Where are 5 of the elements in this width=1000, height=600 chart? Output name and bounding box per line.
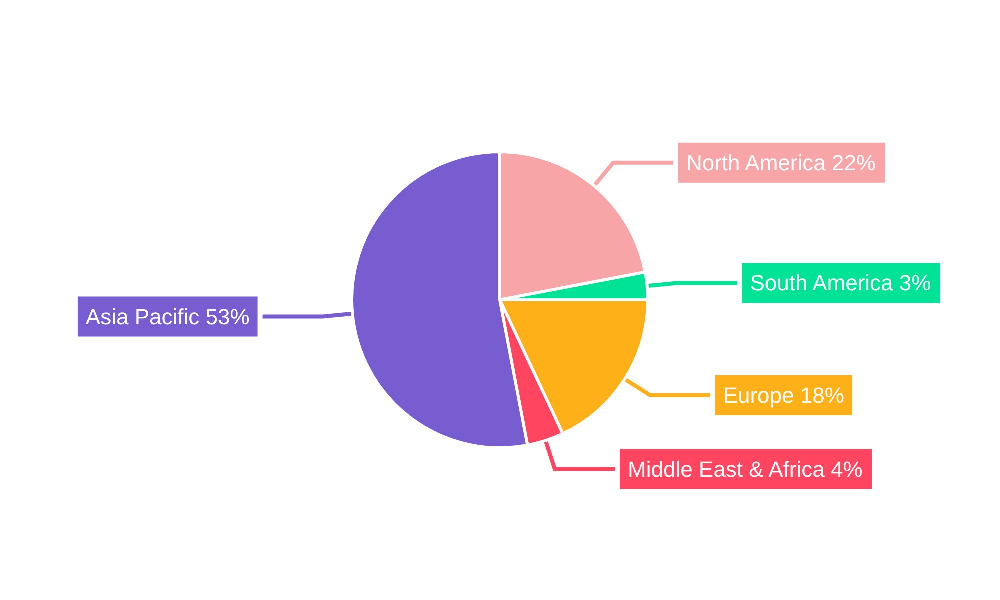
slice-label: Middle East & Africa 4%: [628, 456, 863, 482]
slice-label: Asia Pacific 53%: [86, 304, 250, 330]
slice-label: Europe 18%: [723, 382, 844, 408]
slice-label: South America 3%: [750, 270, 932, 296]
slice-label: North America 22%: [686, 150, 876, 176]
